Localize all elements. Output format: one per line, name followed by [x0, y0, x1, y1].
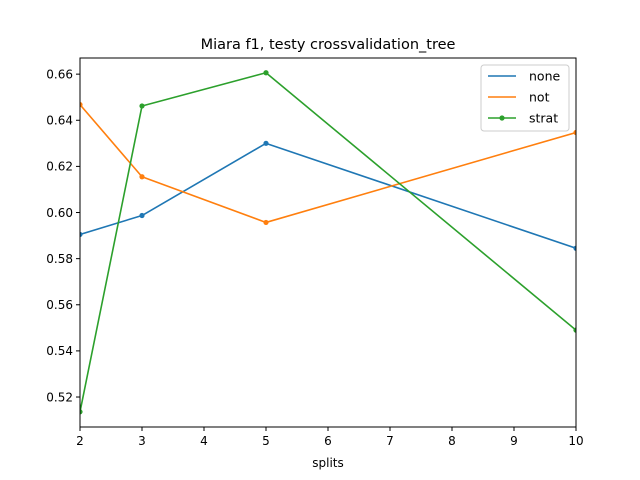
series-line-not [80, 104, 576, 224]
legend: none not strat [480, 64, 570, 132]
data-point-none [573, 245, 576, 251]
x-axis: 2 3 4 5 6 7 8 9 10 [76, 427, 584, 448]
y-tick-label: 0.62 [46, 160, 73, 174]
legend-label-strat: strat [529, 111, 558, 126]
data-point-strat [139, 103, 145, 109]
data-point-strat [263, 70, 269, 76]
y-tick-label: 0.56 [46, 298, 73, 312]
chart-title: Miara f1, testy crossvalidation_tree [201, 37, 456, 53]
y-tick-label: 0.64 [46, 114, 73, 128]
data-point-strat [80, 409, 83, 415]
x-tick-label: 7 [386, 434, 394, 448]
data-point-not [263, 219, 269, 226]
data-point-none [80, 231, 83, 238]
y-tick-label: 0.58 [46, 252, 73, 266]
x-tick-label: 8 [448, 434, 456, 448]
y-axis: 0.52 0.54 0.56 0.58 0.60 0.62 0.64 0.66 [46, 67, 80, 404]
x-axis-label: splits [312, 456, 344, 470]
series-line-strat [80, 71, 576, 412]
data-point-none [139, 212, 145, 219]
plot-area [80, 70, 576, 415]
data-point-strat [573, 327, 576, 333]
x-tick-label: 2 [76, 434, 84, 448]
series-group [80, 70, 576, 415]
x-tick-label: 4 [200, 434, 208, 448]
legend-marker-strat [499, 115, 505, 121]
legend-label-not: not [529, 90, 550, 105]
series-line-none [80, 142, 576, 250]
data-point-none [263, 140, 269, 146]
y-tick-label: 0.54 [46, 344, 73, 358]
legend-box [480, 64, 570, 132]
data-point-not [80, 101, 83, 108]
y-tick-label: 0.60 [46, 206, 73, 220]
data-point-not [139, 174, 145, 180]
x-tick-label: 6 [324, 434, 332, 448]
y-tick-label: 0.52 [46, 390, 73, 404]
legend-label-none: none [529, 69, 560, 84]
data-point-not [573, 129, 576, 136]
x-tick-label: 5 [262, 434, 270, 448]
x-tick-label: 9 [510, 434, 518, 448]
x-tick-label: 10 [568, 434, 583, 448]
x-tick-label: 3 [138, 434, 146, 448]
y-tick-label: 0.66 [46, 67, 73, 81]
